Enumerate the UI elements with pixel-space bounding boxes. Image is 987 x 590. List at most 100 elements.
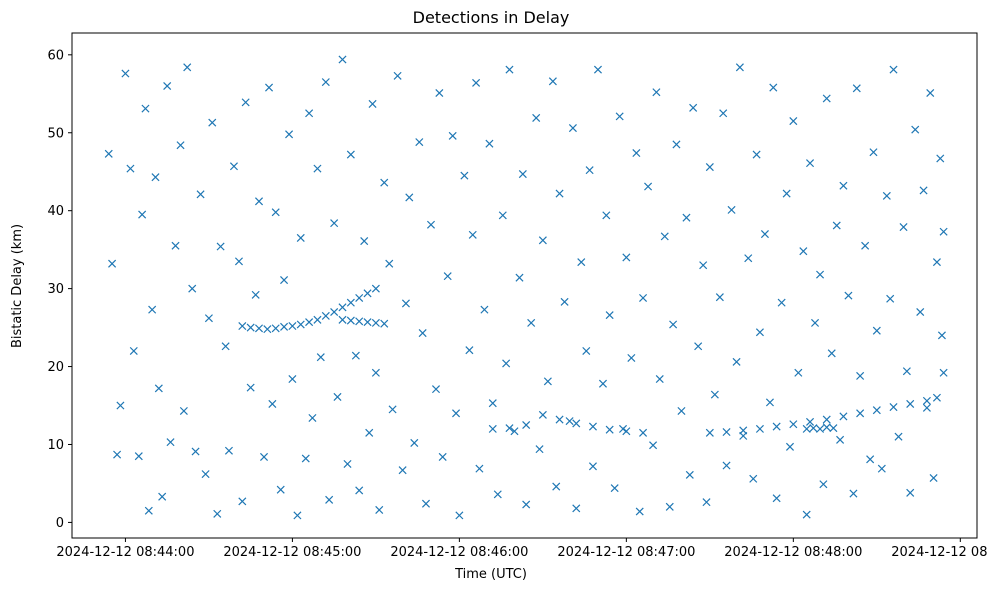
data-point: [816, 424, 825, 433]
data-point: [380, 319, 389, 328]
data-point: [932, 393, 941, 402]
data-point: [799, 247, 808, 256]
data-point: [744, 254, 753, 263]
data-point: [677, 406, 686, 415]
data-point: [502, 359, 511, 368]
y-tick-label: 20: [47, 360, 64, 375]
data-point: [493, 490, 502, 499]
x-tick-label: 2024-12-12 08:46:00: [390, 545, 528, 560]
data-point: [151, 173, 160, 182]
data-point: [565, 417, 574, 426]
data-point: [288, 374, 297, 384]
x-tick-label: 2024-12-12 08:47:00: [557, 545, 695, 560]
data-point: [166, 438, 175, 447]
data-point: [832, 221, 841, 230]
plot-frame: [71, 32, 978, 539]
data-point: [371, 318, 380, 327]
data-point: [789, 420, 798, 429]
data-point: [296, 233, 305, 242]
data-point: [922, 403, 931, 412]
data-point: [605, 425, 614, 434]
data-point: [932, 258, 941, 267]
data-point: [505, 424, 514, 433]
x-axis-label: Time (UTC): [454, 567, 527, 582]
data-point: [363, 318, 372, 327]
data-point: [401, 299, 410, 308]
data-point: [188, 284, 197, 293]
data-point: [410, 438, 419, 447]
data-point: [538, 236, 547, 245]
data-point: [649, 441, 658, 450]
data-point: [431, 385, 441, 394]
data-point: [179, 406, 188, 415]
data-point: [388, 405, 397, 414]
data-point: [338, 55, 347, 64]
data-point: [465, 346, 474, 355]
data-point: [234, 257, 243, 266]
data-point: [936, 154, 945, 163]
data-point: [827, 349, 836, 358]
x-tick-label: 2024-12-12 08:48:00: [724, 545, 862, 560]
data-point: [582, 346, 591, 355]
data-point: [765, 398, 774, 407]
data-point: [822, 94, 831, 103]
data-point: [448, 131, 457, 140]
data-point: [836, 435, 845, 444]
data-point: [588, 462, 597, 471]
y-axis-ticks: 0 10 20 30 40 50 60: [47, 48, 72, 531]
y-tick-label: 10: [47, 438, 64, 453]
data-point: [241, 98, 250, 107]
data-point: [685, 470, 694, 479]
data-point: [939, 227, 948, 236]
data-point: [380, 178, 389, 187]
data-point: [363, 289, 372, 298]
data-point: [785, 442, 795, 451]
data-point: [872, 406, 881, 415]
data-point: [715, 293, 724, 302]
data-point: [760, 230, 769, 239]
data-point: [755, 328, 764, 337]
data-point: [346, 298, 355, 307]
data-point: [325, 495, 334, 504]
data-point: [618, 424, 628, 433]
data-point: [330, 307, 339, 317]
data-point: [405, 193, 414, 202]
data-point: [605, 311, 614, 320]
data-point: [338, 303, 347, 312]
data-point: [849, 489, 858, 498]
data-point: [208, 118, 217, 127]
data-point: [926, 88, 935, 98]
data-point: [285, 130, 294, 139]
data-point: [346, 316, 355, 325]
data-point: [515, 273, 524, 282]
data-point: [518, 170, 527, 179]
data-point: [224, 446, 233, 455]
data-point: [371, 368, 380, 377]
data-point: [861, 241, 870, 250]
data-point: [732, 357, 741, 366]
data-point: [749, 474, 758, 483]
data-point: [598, 379, 608, 388]
data-point: [839, 412, 848, 421]
data-point: [126, 164, 135, 173]
data-point: [280, 276, 289, 285]
data-point: [305, 109, 314, 118]
data-point: [588, 422, 597, 431]
data-point: [635, 507, 644, 516]
data-point: [856, 371, 865, 380]
data-point: [772, 494, 781, 503]
data-point: [877, 464, 886, 473]
data-point: [280, 322, 289, 331]
data-point: [121, 69, 130, 78]
data-point: [548, 77, 557, 86]
data-point: [301, 454, 310, 463]
data-point: [355, 486, 364, 495]
data-point: [308, 413, 317, 423]
data-point: [268, 399, 277, 408]
data-point: [922, 396, 931, 405]
data-point: [204, 314, 213, 323]
data-point: [852, 84, 861, 93]
data-point: [655, 374, 664, 384]
data-point: [939, 368, 948, 377]
data-point: [735, 63, 744, 72]
